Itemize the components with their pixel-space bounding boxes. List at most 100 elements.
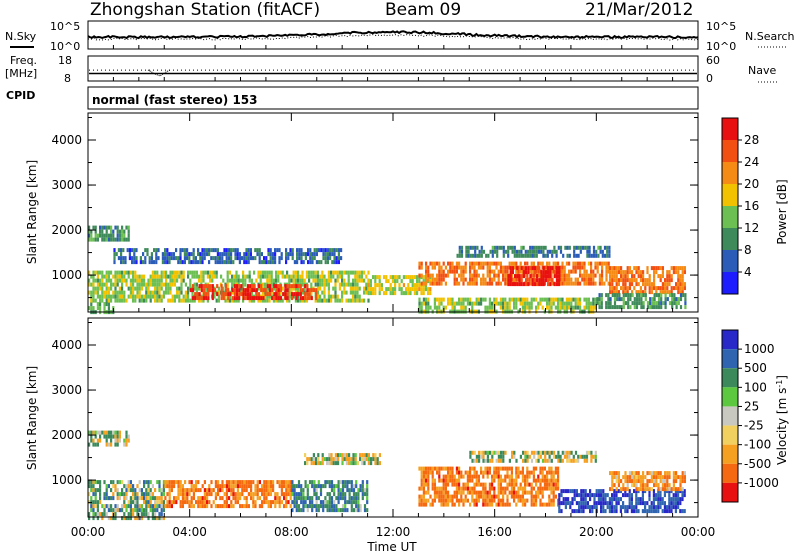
heat-cell-velocity: [348, 492, 351, 497]
heat-cell-power: [235, 288, 239, 293]
heat-cell-velocity: [317, 504, 320, 509]
heat-cell-power: [203, 256, 206, 261]
heat-cell-power: [116, 233, 119, 238]
heat-cell-power: [323, 286, 326, 291]
heat-cell-power: [233, 298, 236, 303]
heat-cell-velocity: [293, 484, 296, 489]
heat-cell-power: [171, 278, 174, 283]
heat-cell-power: [154, 278, 157, 283]
heat-cell-power: [609, 282, 612, 287]
heat-cell-power: [451, 265, 454, 270]
heat-cell-velocity: [541, 478, 544, 483]
heat-cell-power: [427, 297, 430, 302]
heat-cell-velocity: [90, 430, 93, 435]
heat-cell-velocity: [659, 471, 662, 476]
heat-cell-velocity: [466, 474, 469, 479]
heat-cell-velocity: [317, 457, 320, 462]
heat-cell-power: [587, 305, 590, 310]
heat-cell-power: [235, 296, 239, 301]
heat-cell-power: [458, 297, 461, 302]
heat-cell-velocity: [197, 496, 200, 501]
heat-cell-power: [216, 248, 219, 253]
heat-cell-power: [488, 281, 491, 286]
heat-cell-power: [530, 273, 533, 278]
heat-cell-power: [107, 237, 110, 242]
heat-cell-power: [183, 256, 186, 261]
heat-cell-velocity: [541, 458, 545, 463]
heat-cell-velocity: [418, 466, 421, 471]
heat-cell-power: [596, 269, 599, 274]
heat-cell-power: [638, 301, 641, 306]
heat-cell-velocity: [508, 466, 511, 471]
heat-cell-velocity: [306, 461, 309, 466]
heat-cell-power: [659, 290, 662, 295]
heat-cell-power: [358, 294, 361, 299]
heat-cell-power: [311, 256, 314, 261]
heat-cell-power: [315, 260, 318, 265]
heat-cell-velocity: [223, 492, 226, 497]
heat-cell-velocity: [666, 505, 669, 510]
heat-cell-velocity: [361, 496, 364, 501]
heat-cell-power: [684, 301, 687, 306]
heat-cell-power: [646, 305, 650, 310]
heat-cell-power: [330, 270, 333, 275]
heat-cell-power: [269, 248, 272, 253]
heat-cell-power: [180, 270, 183, 275]
heat-cell-velocity: [558, 509, 561, 514]
heat-cell-velocity: [624, 487, 627, 492]
heat-cell-power: [633, 274, 636, 279]
heat-cell-velocity: [92, 492, 95, 497]
heat-cell-velocity: [539, 466, 542, 471]
heat-cell-power: [92, 274, 95, 279]
heat-cell-power: [471, 245, 475, 250]
heat-cell-power: [559, 297, 562, 302]
heat-cell-velocity: [550, 458, 553, 463]
heat-cell-velocity: [341, 496, 345, 501]
heat-cell-velocity: [116, 488, 119, 493]
heat-cell-power: [530, 269, 533, 274]
heat-cell-power: [183, 252, 186, 257]
heat-cell-power: [290, 296, 294, 301]
heat-cell-velocity: [274, 500, 277, 505]
heat-cell-power: [150, 252, 153, 257]
heat-cell-velocity: [515, 466, 518, 471]
heat-cell-power: [555, 278, 558, 283]
heat-cell-velocity: [370, 457, 373, 462]
heat-cell-power: [337, 252, 340, 257]
heat-cell-power: [460, 305, 463, 310]
heat-cell-power: [118, 270, 121, 275]
heat-cell-power: [260, 288, 263, 293]
heat-cell-velocity: [442, 494, 445, 499]
heat-cell-power: [231, 278, 234, 283]
heat-cell-power: [646, 278, 649, 283]
heat-cell-velocity: [451, 470, 454, 475]
heat-cell-velocity: [162, 488, 165, 493]
heat-cell-velocity: [615, 471, 618, 476]
heat-cell-power: [116, 237, 119, 242]
heat-cell-velocity: [628, 489, 631, 494]
heat-cell-power: [103, 306, 106, 311]
heat-cell-power: [498, 245, 501, 250]
heat-cell-velocity: [442, 474, 445, 479]
heat-cell-power: [563, 305, 566, 310]
heat-cell-velocity: [517, 470, 520, 475]
heat-cell-power: [631, 301, 634, 306]
heat-cell-velocity: [491, 494, 494, 499]
heat-cell-velocity: [554, 466, 557, 471]
heat-cell-power: [566, 253, 569, 258]
heat-cell-velocity: [537, 474, 540, 479]
heat-cell-velocity: [442, 498, 445, 503]
heat-cell-power: [550, 269, 553, 274]
heat-cell-velocity: [499, 498, 502, 503]
heat-cell-power: [519, 297, 522, 302]
heat-cell-power: [281, 274, 284, 279]
heat-cell-velocity: [628, 475, 631, 480]
heat-cell-power: [549, 270, 552, 275]
heat-cell-velocity: [484, 466, 487, 471]
heat-cell-power: [521, 305, 524, 310]
heat-cell-power: [642, 301, 645, 306]
heat-cell-power: [143, 298, 146, 303]
heat-cell-power: [484, 281, 487, 286]
heat-cell-power: [307, 252, 310, 257]
heat-cell-power: [293, 260, 296, 265]
